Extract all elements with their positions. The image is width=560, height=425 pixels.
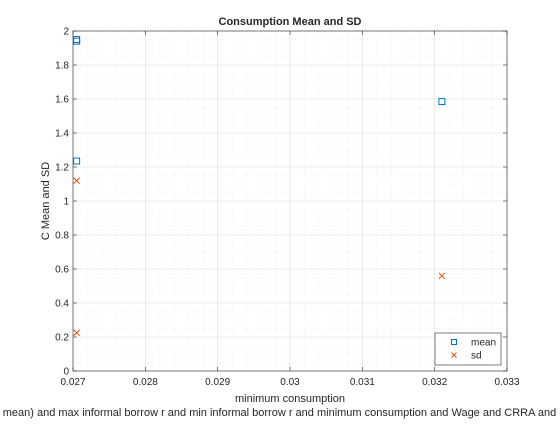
legend-mean-marker [451, 339, 457, 345]
x-tick-label: 0.029 [205, 377, 230, 388]
x-tick-label: 0.028 [133, 377, 158, 388]
y-tick-label: 0.6 [55, 265, 69, 276]
y-tick-label: 1.4 [55, 129, 69, 140]
data-point-sd [73, 329, 80, 337]
y-tick-label: 1.6 [55, 95, 69, 106]
y-tick-label: 2 [63, 27, 69, 38]
legend: mean sd [434, 332, 502, 366]
y-tick-label: 1.2 [55, 163, 69, 174]
x-tick-label: 0.031 [350, 377, 375, 388]
legend-sd-label: sd [471, 351, 482, 362]
y-tick-label: 1 [63, 197, 69, 208]
y-tick-label: 0.4 [55, 299, 69, 310]
y-axis-label: C Mean and SD [40, 162, 52, 240]
chart-title: Consumption Mean and SD [219, 16, 362, 28]
y-tick-label: 0 [63, 367, 69, 378]
data-point-sd [73, 177, 80, 184]
x-tick-label: 0.033 [494, 377, 519, 388]
footer-text: mean) and max informal borrow r and min … [3, 407, 560, 419]
y-tick-label: 0.2 [55, 333, 69, 344]
data-point-mean [73, 157, 81, 165]
y-tick-label: 1.8 [55, 61, 69, 72]
legend-box [434, 332, 502, 366]
x-axis-label: minimum consumption [235, 393, 345, 405]
data-point-mean [73, 37, 81, 45]
x-tick-label: 0.027 [60, 377, 85, 388]
x-tick-label: 0.032 [422, 377, 447, 388]
data-markers [73, 36, 446, 337]
x-tick-labels: 0.027 0.028 0.029 0.03 0.031 0.032 0.033 [60, 377, 519, 388]
legend-sd-marker [451, 352, 457, 358]
legend-mean-label: mean [471, 338, 496, 349]
data-point-mean [438, 98, 446, 106]
data-point-sd [438, 272, 446, 280]
y-tick-labels: 0 0.2 0.4 0.6 0.8 1 1.2 1.4 1.6 1.8 2 [55, 27, 69, 378]
x-tick-label: 0.03 [280, 377, 300, 388]
y-tick-label: 0.8 [55, 231, 69, 242]
axis-ticks [72, 30, 508, 372]
